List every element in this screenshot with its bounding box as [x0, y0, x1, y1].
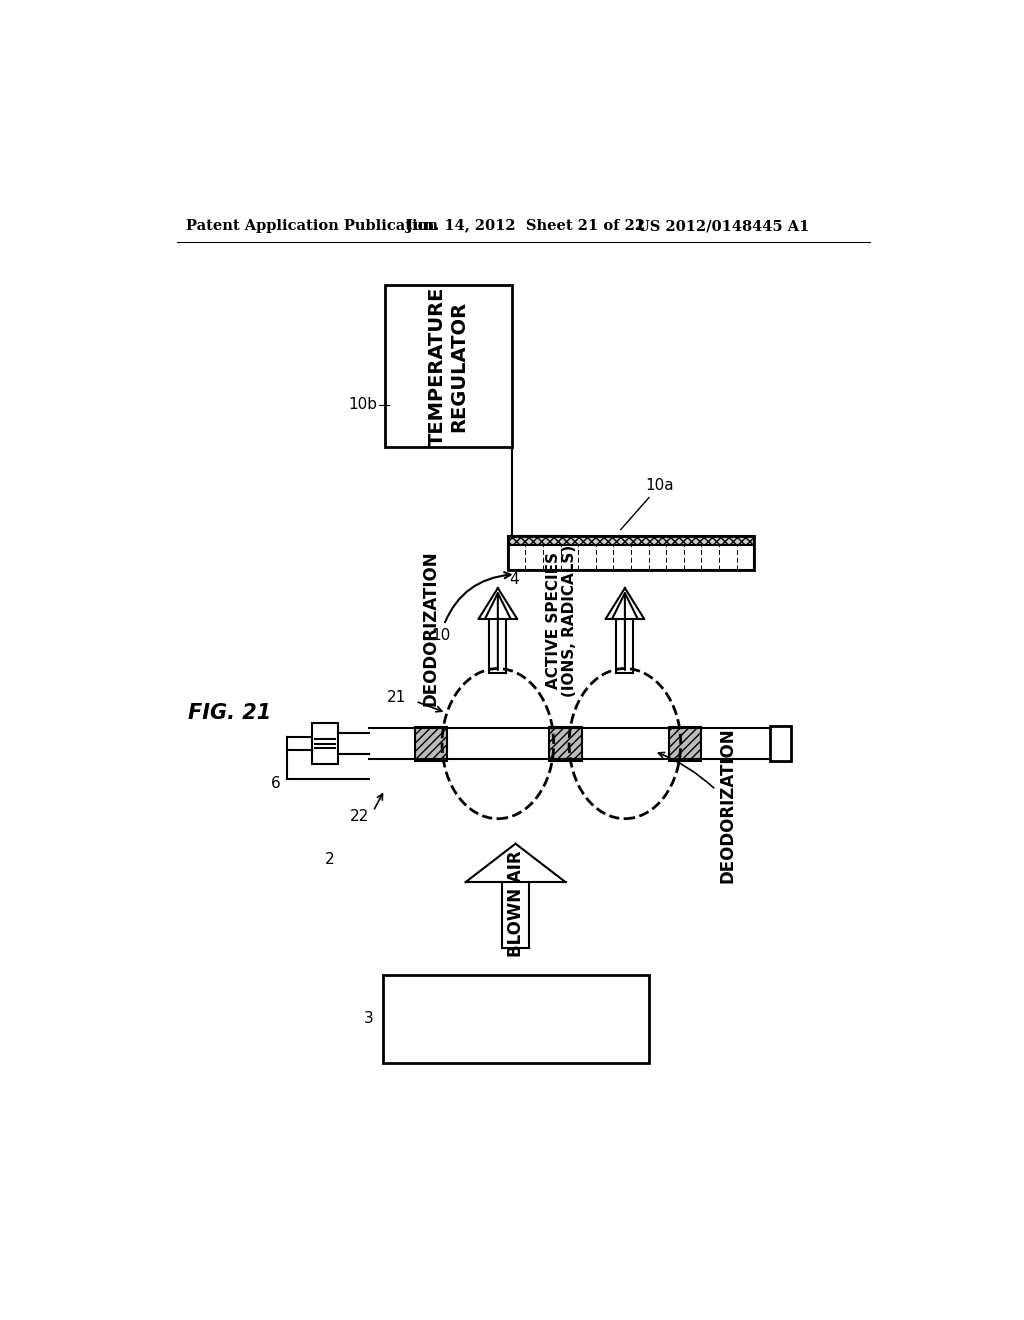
Text: US 2012/0148445 A1: US 2012/0148445 A1: [637, 219, 810, 234]
Bar: [508, 545, 755, 570]
Bar: [415, 726, 447, 760]
Bar: [385, 285, 512, 447]
Text: Patent Application Publication: Patent Application Publication: [186, 219, 438, 234]
Text: 3: 3: [365, 1011, 374, 1027]
Text: ACTIVE SPECIES
(IONS, RADICALS): ACTIVE SPECIES (IONS, RADICALS): [546, 544, 578, 697]
Bar: [508, 536, 755, 570]
Text: DEODORIZATION: DEODORIZATION: [422, 550, 440, 706]
Bar: [770, 726, 792, 762]
Text: 2: 2: [325, 851, 334, 867]
Text: 10b: 10b: [348, 397, 377, 412]
Text: 6: 6: [271, 776, 281, 791]
Text: 4: 4: [509, 572, 519, 587]
Bar: [550, 726, 582, 760]
Text: BLOWN AIR: BLOWN AIR: [507, 850, 524, 957]
Text: 22: 22: [350, 809, 370, 824]
Text: Jun. 14, 2012  Sheet 21 of 22: Jun. 14, 2012 Sheet 21 of 22: [407, 219, 645, 234]
Text: 10: 10: [431, 572, 511, 643]
Bar: [508, 536, 755, 545]
Text: FIG. 21: FIG. 21: [188, 702, 271, 723]
Bar: [669, 726, 701, 760]
Bar: [383, 974, 649, 1063]
Bar: [311, 723, 339, 764]
Text: 10a: 10a: [621, 478, 675, 529]
Text: 21: 21: [387, 690, 407, 705]
Text: TEMPERATURE
REGULATOR: TEMPERATURE REGULATOR: [428, 286, 469, 446]
Text: DEODORIZATION: DEODORIZATION: [718, 727, 736, 883]
